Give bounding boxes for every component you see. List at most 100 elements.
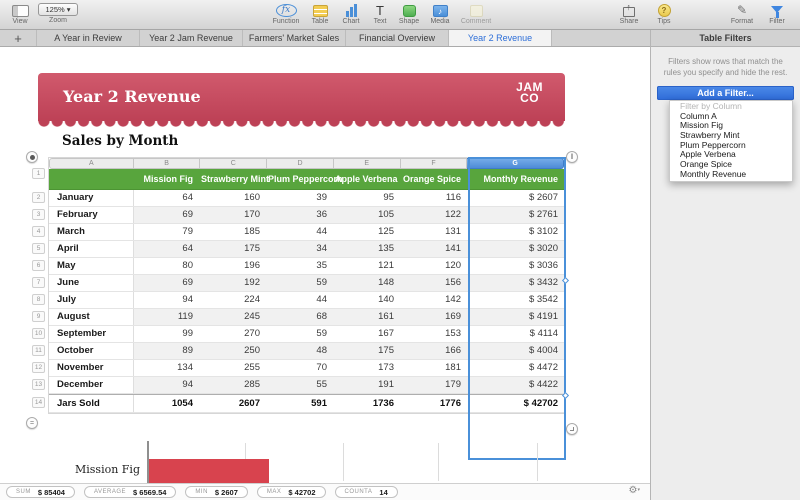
value-cell[interactable]: $ 3102 — [528, 226, 558, 237]
view-button[interactable]: View — [7, 2, 33, 25]
row-number[interactable]: 7 — [30, 274, 47, 291]
value-cell[interactable]: 122 — [402, 207, 469, 223]
value-cell[interactable]: 134 — [177, 362, 193, 373]
month-cell[interactable]: December — [49, 377, 134, 393]
month-cell[interactable]: August — [49, 309, 134, 325]
row-number[interactable]: 9 — [30, 308, 47, 325]
row-number[interactable]: 12 — [30, 359, 47, 376]
chart-button[interactable]: Chart — [336, 2, 366, 25]
column-header-G[interactable]: G — [467, 158, 564, 169]
row-number[interactable]: 6 — [30, 257, 47, 274]
menu-item-mission-fig[interactable]: Mission Fig — [680, 120, 723, 131]
month-cell[interactable]: July — [49, 292, 134, 308]
add-row-handle-icon[interactable]: = — [26, 417, 38, 429]
value-cell[interactable]: 140 — [378, 294, 394, 305]
value-cell[interactable]: 105 — [335, 207, 402, 223]
header-cell[interactable]: Orange Spice — [402, 174, 461, 184]
value-cell[interactable]: 44 — [316, 226, 327, 237]
column-header-A[interactable]: A — [49, 158, 134, 169]
value-cell[interactable]: 99 — [182, 328, 193, 339]
filter-button[interactable]: Filter — [762, 2, 792, 25]
value-cell[interactable]: 35 — [316, 260, 327, 271]
resize-table-handle-icon[interactable] — [566, 423, 578, 435]
tab-a-year-in-review[interactable]: A Year in Review — [37, 30, 140, 46]
value-cell[interactable]: 55 — [268, 377, 335, 393]
menu-item-apple-verbena[interactable]: Apple Verbena — [680, 149, 736, 160]
stats-gear-button[interactable]: ⚙▾ — [628, 485, 640, 496]
value-cell[interactable]: 95 — [383, 192, 394, 203]
value-cell[interactable]: 169 — [402, 309, 469, 325]
zoom-value[interactable]: 125% ▾ — [38, 3, 78, 16]
month-cell[interactable]: January — [49, 190, 134, 206]
value-cell[interactable]: 255 — [244, 362, 260, 373]
row-number[interactable]: 13 — [30, 376, 47, 393]
month-cell[interactable]: November — [49, 360, 134, 376]
value-cell[interactable]: 166 — [402, 343, 469, 359]
value-cell[interactable]: 80 — [182, 260, 193, 271]
menu-item-monthly-revenue[interactable]: Monthly Revenue — [680, 168, 747, 179]
menu-item-column-a[interactable]: Column A — [680, 110, 717, 121]
value-cell[interactable]: 131 — [445, 226, 461, 237]
title-banner[interactable]: Year 2 Revenue JAM CO — [38, 73, 565, 121]
value-cell[interactable]: $ 3432 — [469, 275, 566, 291]
value-cell[interactable]: 44 — [316, 294, 327, 305]
value-cell[interactable]: $ 42702 — [469, 395, 566, 412]
month-cell[interactable]: March — [49, 224, 134, 240]
table-title[interactable]: Sales by Month — [62, 133, 179, 149]
value-cell[interactable]: 160 — [244, 192, 260, 203]
value-cell[interactable]: 285 — [201, 377, 268, 393]
function-button[interactable]: fx Function — [272, 4, 300, 25]
table-button[interactable]: Table — [305, 2, 335, 25]
tips-button[interactable]: ? Tips — [657, 4, 671, 25]
value-cell[interactable]: 170 — [201, 207, 268, 223]
value-cell[interactable]: 89 — [134, 343, 201, 359]
add-column-handle-icon[interactable]: ‖ — [566, 151, 578, 163]
value-cell[interactable]: 270 — [244, 328, 260, 339]
value-cell[interactable]: 34 — [268, 241, 335, 257]
value-cell[interactable]: 591 — [268, 395, 335, 412]
column-header-C[interactable]: C — [200, 158, 268, 169]
value-cell[interactable]: 69 — [134, 275, 201, 291]
format-button[interactable]: ✎ Format — [730, 3, 754, 26]
menu-item-strawberry-mint[interactable]: Strawberry Mint — [680, 130, 740, 141]
value-cell[interactable]: 1736 — [335, 395, 402, 412]
row-number[interactable]: 3 — [30, 206, 47, 223]
value-cell[interactable]: $ 2761 — [469, 207, 566, 223]
value-cell[interactable]: 59 — [316, 328, 327, 339]
value-cell[interactable]: 179 — [402, 377, 469, 393]
value-cell[interactable]: 224 — [244, 294, 260, 305]
value-cell[interactable]: 161 — [335, 309, 402, 325]
value-cell[interactable]: 69 — [134, 207, 201, 223]
header-cell[interactable]: Apple Verbena — [335, 174, 398, 184]
value-cell[interactable]: 192 — [201, 275, 268, 291]
value-cell[interactable]: 121 — [378, 260, 394, 271]
month-cell[interactable]: September — [49, 326, 134, 342]
value-cell[interactable]: 64 — [134, 241, 201, 257]
share-button[interactable]: ↑ Share — [619, 2, 639, 26]
tab-year-2-revenue[interactable]: Year 2 Revenue — [449, 30, 552, 46]
value-cell[interactable]: 64 — [182, 192, 193, 203]
value-cell[interactable]: 94 — [134, 377, 201, 393]
value-cell[interactable]: 191 — [335, 377, 402, 393]
tab-financial-overview[interactable]: Financial Overview — [346, 30, 449, 46]
column-header-D[interactable]: D — [267, 158, 334, 169]
month-cell[interactable]: June — [49, 275, 134, 291]
value-cell[interactable]: 181 — [445, 362, 461, 373]
add-filter-button[interactable]: Add a Filter... — [657, 86, 794, 101]
mission-fig-bar[interactable] — [149, 459, 269, 483]
value-cell[interactable]: 125 — [378, 226, 394, 237]
row-number[interactable]: 8 — [30, 291, 47, 308]
value-cell[interactable]: $ 3036 — [528, 260, 558, 271]
value-cell[interactable]: 153 — [445, 328, 461, 339]
value-cell[interactable]: 59 — [268, 275, 335, 291]
column-header-E[interactable]: E — [333, 158, 401, 169]
header-cell[interactable]: Monthly Revenue — [483, 174, 558, 184]
menu-item-plum-peppercorn[interactable]: Plum Peppercorn — [680, 139, 746, 150]
value-cell[interactable]: $ 4472 — [528, 362, 558, 373]
tab-year-2-jam-revenue[interactable]: Year 2 Jam Revenue — [140, 30, 243, 46]
row-number[interactable]: 14 — [30, 393, 47, 412]
value-cell[interactable]: $ 4422 — [469, 377, 566, 393]
row-number[interactable]: 4 — [30, 223, 47, 240]
header-cell[interactable]: Mission Fig — [143, 174, 194, 184]
value-cell[interactable]: $ 2607 — [528, 192, 558, 203]
